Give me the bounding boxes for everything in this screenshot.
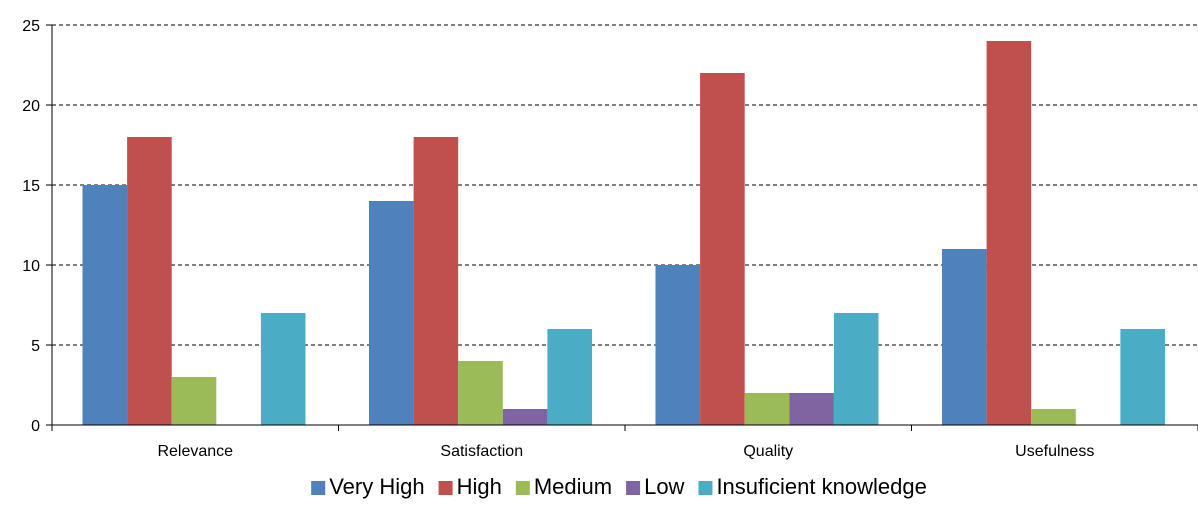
legend-label: Low: [644, 474, 684, 499]
y-tick-label: 5: [31, 338, 40, 355]
legend-item: Insuficient knowledge: [698, 474, 927, 499]
bar-insuficient-knowledge: [833, 313, 879, 425]
bar-very-high: [942, 249, 987, 425]
bar-medium: [744, 393, 790, 425]
bar-very-high: [369, 201, 414, 425]
bar-medium: [1031, 409, 1076, 425]
bar-insuficient-knowledge: [260, 313, 306, 425]
x-category-label: Usefulness: [1015, 443, 1094, 460]
bar-insuficient-knowledge: [1120, 329, 1165, 425]
bar-medium: [458, 361, 503, 425]
legend-item: Very High: [311, 474, 425, 499]
y-tick-label: 20: [22, 98, 40, 115]
legend-item: Medium: [515, 474, 612, 499]
y-tick-label: 25: [22, 18, 40, 35]
legend-item: High: [438, 474, 502, 499]
bar-high: [986, 41, 1032, 425]
legend-swatch: [438, 481, 453, 495]
bar-medium: [171, 377, 217, 425]
y-tick-labels: 0 5 10 15 20 25: [22, 18, 40, 435]
legend-swatch: [515, 481, 530, 495]
y-tick-label: 10: [22, 258, 40, 275]
bar-low: [502, 409, 548, 425]
legend-label: Very High: [329, 474, 424, 499]
legend-swatch: [311, 481, 326, 495]
bar-very-high: [655, 265, 701, 425]
bar-high: [413, 137, 459, 425]
x-category-labels: Relevance Satisfaction Quality Usefulness: [157, 443, 1094, 460]
x-category-label: Satisfaction: [440, 443, 523, 460]
x-category-label: Quality: [743, 443, 793, 460]
legend-swatch: [698, 481, 713, 495]
legend-label: Insuficient knowledge: [716, 474, 926, 499]
x-category-label: Relevance: [157, 443, 233, 460]
y-tick-label: 15: [22, 178, 40, 195]
y-tick-label: 0: [31, 418, 40, 435]
axes: [46, 24, 1198, 431]
legend: Very High High Medium Low Insuficient knowle…: [311, 474, 927, 499]
bar-very-high: [82, 185, 128, 425]
legend-swatch: [626, 481, 641, 495]
legend-label: Medium: [534, 474, 612, 499]
legend-label: High: [457, 474, 502, 499]
bar-insuficient-knowledge: [547, 329, 592, 425]
bar-high: [127, 137, 172, 425]
bars: [82, 41, 1165, 425]
legend-item: Low: [626, 474, 685, 499]
bar-high: [700, 73, 745, 425]
bar-low: [789, 393, 834, 425]
